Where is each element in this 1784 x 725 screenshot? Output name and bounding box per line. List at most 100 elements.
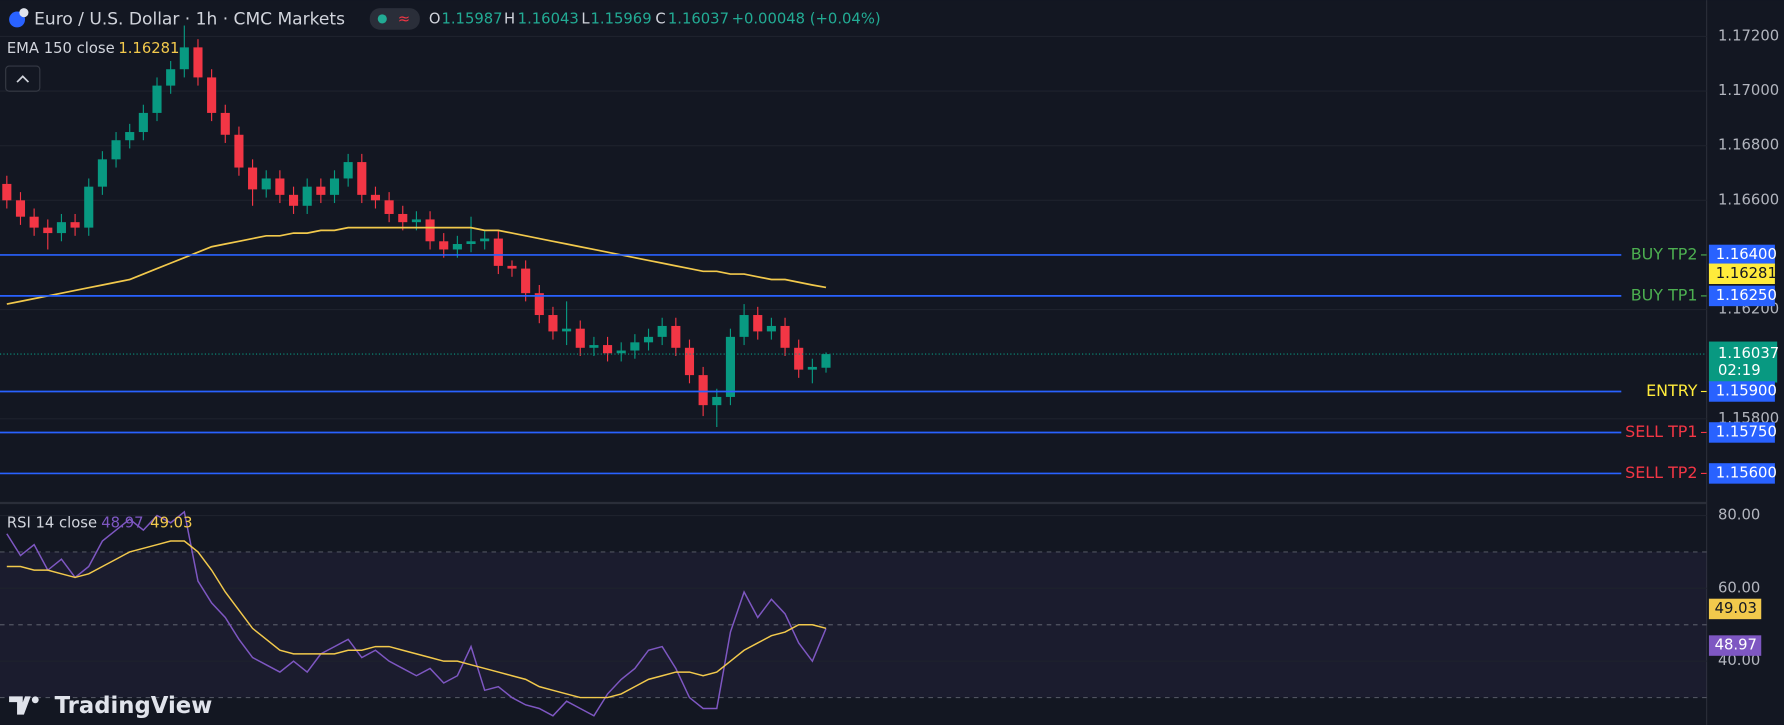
candle-body: [439, 241, 449, 250]
ema-price: 1.16281: [1716, 265, 1777, 282]
status-pill: [369, 8, 420, 30]
y-tick-label: 1.16600: [1718, 191, 1779, 208]
level-price-box: [1708, 285, 1775, 307]
rsi-price-box: [1708, 598, 1762, 620]
candle-body: [70, 222, 80, 228]
candle-body: [15, 200, 26, 217]
candle-body: [411, 219, 421, 223]
candle-body: [657, 325, 667, 337]
candle-body: [2, 183, 12, 201]
ohlc-key: H: [504, 10, 515, 27]
candle-body: [384, 200, 394, 214]
level-name: ENTRY: [1646, 381, 1698, 400]
candle-body: [357, 162, 367, 195]
rsi-title: RSI 14 close: [7, 514, 97, 531]
y-tick-label: 1.17200: [1718, 27, 1779, 44]
candle-body: [138, 112, 148, 133]
level-price-box: [1708, 422, 1775, 443]
candle-body: [452, 244, 462, 250]
candle-body: [739, 315, 749, 337]
candle-body: [643, 336, 654, 343]
data-status: ≈: [398, 10, 410, 27]
level-price: 1.15600: [1716, 464, 1777, 481]
countdown: 02:19: [1718, 362, 1761, 379]
collapse-button[interactable]: [5, 65, 41, 92]
level-price: 1.15900: [1716, 382, 1777, 399]
candle-body: [562, 328, 572, 332]
candle-body: [398, 213, 408, 223]
candle-body: [84, 186, 94, 228]
candle-body: [302, 186, 312, 206]
candle-body: [97, 159, 107, 187]
ohlc-value: 1.16043: [518, 10, 579, 27]
candle-body: [603, 345, 613, 354]
candle-body: [753, 315, 763, 332]
candle-body: [466, 241, 476, 245]
level-price-box: [1708, 463, 1775, 484]
market-status: [377, 14, 387, 24]
logo-mark: [9, 696, 31, 715]
rsi-legend-value: 48.97: [101, 514, 143, 531]
candle-body: [288, 194, 299, 206]
candle-body: [575, 328, 585, 348]
ohlc-value: 1.15969: [590, 10, 651, 27]
symbol-title: Euro / U.S. Dollar · 1h · CMC Markets: [34, 9, 345, 29]
ema-line: [6, 226, 827, 305]
rsi-line: [6, 540, 827, 699]
candle-body: [712, 396, 722, 406]
ohlc-key: O: [429, 10, 441, 27]
overlay: Euro / U.S. Dollar · 1h · CMC Markets ≈ …: [5, 8, 420, 719]
ohlc-key: C: [655, 10, 665, 27]
candle-body: [766, 325, 776, 332]
candle-body: [343, 162, 353, 179]
candle-body: [111, 140, 121, 160]
last-price-label: 1.16037: [1718, 345, 1779, 362]
y-tick-label: 80.00: [1718, 507, 1760, 524]
ema-price-box: [1708, 263, 1775, 285]
candle-body: [548, 315, 558, 332]
tradingview-logo: TradingView: [9, 693, 212, 719]
candle-body: [125, 132, 135, 141]
candle-body: [261, 178, 271, 190]
candle-body: [329, 178, 340, 195]
rsi-price: 48.97: [1715, 637, 1757, 654]
ohlc-value: 1.16037: [668, 10, 729, 27]
level-price: 1.16400: [1716, 246, 1777, 263]
candle-body: [807, 366, 817, 370]
rsi-price: 49.03: [1715, 600, 1757, 617]
candle-body: [507, 265, 517, 269]
candle-body: [56, 222, 66, 234]
candle-body: [193, 47, 203, 78]
candle-body: [684, 347, 695, 376]
ohlc-value: 1.15987: [441, 10, 502, 27]
level-name: SELL TP2: [1625, 463, 1697, 482]
candle-body: [480, 238, 490, 242]
level-price: 1.15750: [1716, 423, 1777, 440]
candle-body: [589, 345, 599, 348]
candle-body: [698, 375, 708, 406]
candle-body: [275, 178, 285, 195]
level-price-box: [1708, 244, 1775, 266]
candle-body: [248, 167, 258, 190]
y-tick-label: 40.00: [1718, 652, 1760, 669]
candle-body: [29, 216, 39, 228]
candle-body: [493, 238, 503, 266]
level-price-box: [1708, 381, 1775, 402]
level-price: 1.16250: [1716, 287, 1777, 304]
candle-body: [220, 112, 230, 135]
chevron: [16, 75, 30, 83]
candle-body: [780, 325, 790, 348]
candle-body: [616, 350, 626, 354]
candle-body: [43, 227, 53, 234]
ema-legend-value: 1.16281: [118, 40, 179, 57]
plot-area: O 1.15987 H 1.16043 L 1.15969 C 1.16037 +0.00048…: [0, 10, 1779, 717]
y-tick-label: 1.16800: [1718, 137, 1779, 154]
ema-legend: EMA 150 close: [7, 40, 115, 57]
rsi-legend-value: 49.03: [150, 514, 192, 531]
candle-body: [671, 325, 681, 348]
candle-body: [316, 186, 326, 195]
symbol-icon: [19, 8, 29, 18]
